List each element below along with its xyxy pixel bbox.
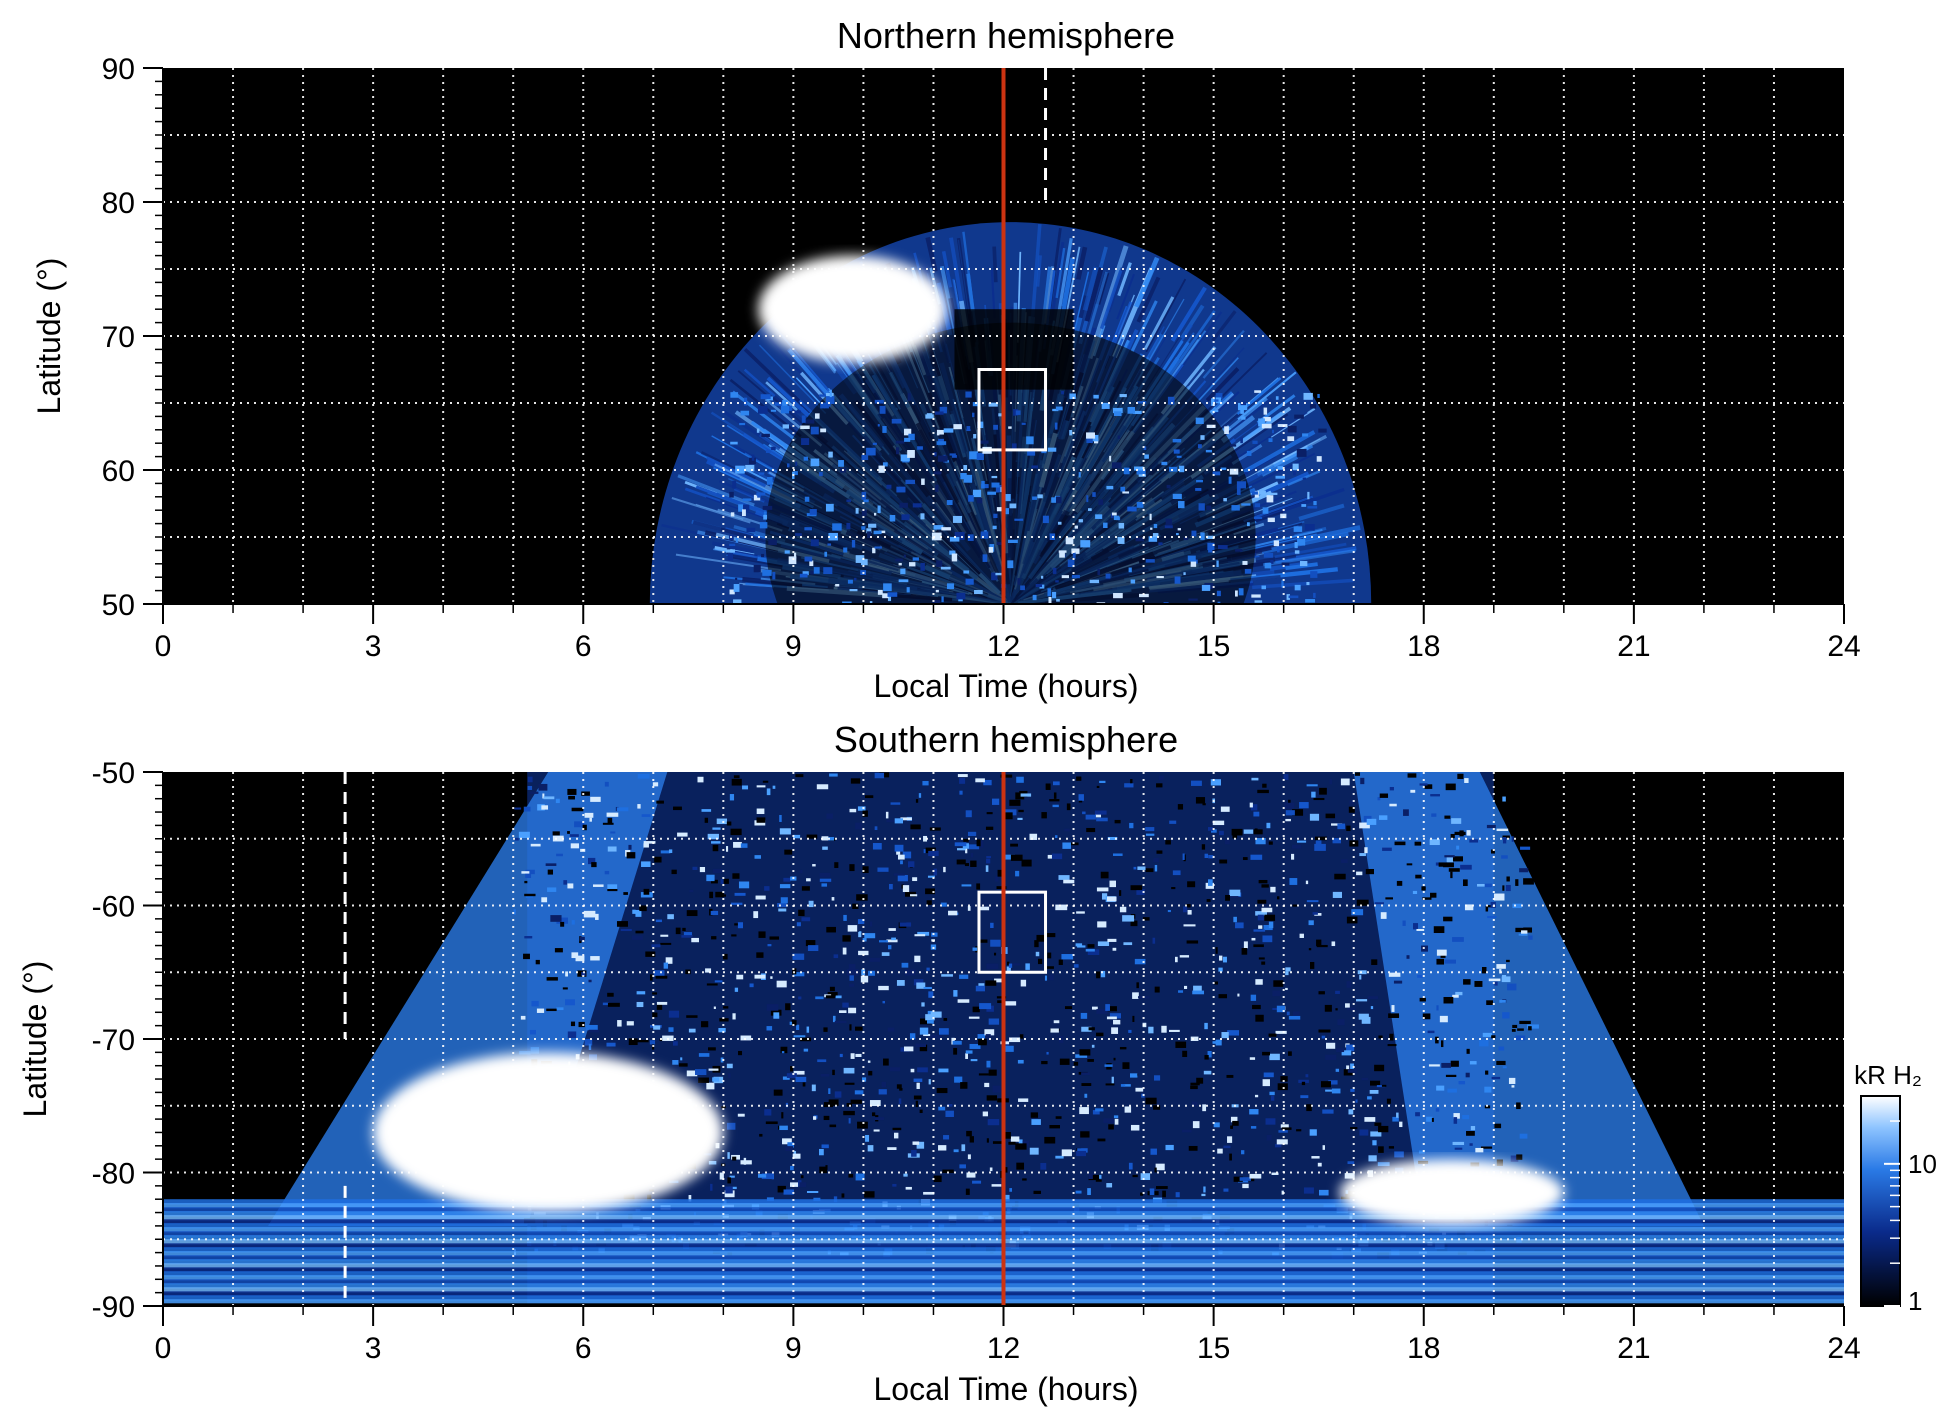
north-x-tick-label: 15 <box>1197 630 1230 663</box>
southern-panel: Southern hemisphere -50 -60 -70 -80 -90 0 3 6 9 1… <box>17 719 1861 1407</box>
south-x-tick-label: 0 <box>155 1332 172 1365</box>
south-x-tick-label: 24 <box>1827 1332 1860 1365</box>
south-y-tick-label: -60 <box>92 891 135 924</box>
south-x-tick-label: 9 <box>785 1332 802 1365</box>
north-x-tick-label: 3 <box>365 630 382 663</box>
north-y-tick-label: 50 <box>102 589 135 622</box>
northern-axes: 90 80 70 60 50 0 3 6 9 12 15 18 21 24 <box>102 53 1861 663</box>
north-x-tick-label: 21 <box>1617 630 1650 663</box>
north-dark-core <box>765 322 1256 604</box>
south-x-tick-label: 15 <box>1197 1332 1230 1365</box>
southern-panel-title: Southern hemisphere <box>834 719 1178 760</box>
north-x-tick-label: 6 <box>575 630 592 663</box>
south-right-flank <box>1353 772 1704 1226</box>
south-x-tick-label: 21 <box>1617 1332 1650 1365</box>
colorbar: kR H₂ 10 1 <box>1854 1060 1937 1316</box>
north-y-tick-label: 80 <box>102 187 135 220</box>
north-region-box <box>977 368 1048 452</box>
south-y-tick-label: -50 <box>92 757 135 790</box>
northern-x-axis-label: Local Time (hours) <box>874 668 1139 704</box>
south-y-tick-label: -70 <box>92 1024 135 1057</box>
south-y-tick-label: -80 <box>92 1158 135 1191</box>
colorbar-label: kR H₂ <box>1854 1060 1922 1090</box>
southern-axes: -50 -60 -70 -80 -90 0 3 6 9 12 15 18 21 24 <box>92 757 1861 1365</box>
northern-panel-title: Northern hemisphere <box>837 15 1175 56</box>
colorbar-ticks: 10 1 <box>1884 1120 1937 1316</box>
south-x-tick-label: 6 <box>575 1332 592 1365</box>
south-y-tick-label: -90 <box>92 1291 135 1324</box>
north-y-tick-label: 70 <box>102 321 135 354</box>
north-x-tick-label: 18 <box>1407 630 1440 663</box>
northern-y-axis-label: Latitude (°) <box>31 258 67 415</box>
north-y-tick-label: 60 <box>102 455 135 488</box>
northern-emission-map <box>649 222 1372 604</box>
northern-overlays <box>977 68 1048 604</box>
north-bright-emission <box>758 255 948 363</box>
north-emission-streaks <box>649 222 1372 604</box>
colorbar-tick-label: 10 <box>1908 1149 1937 1179</box>
north-x-tick-label: 9 <box>785 630 802 663</box>
southern-overlays <box>343 772 1048 1306</box>
southern-x-axis-label: Local Time (hours) <box>874 1371 1139 1407</box>
north-dark-patch <box>954 309 1074 390</box>
south-bright-emission-2 <box>1339 1159 1564 1226</box>
colorbar-gradient <box>1860 1095 1901 1307</box>
south-region-box <box>977 890 1048 974</box>
colorbar-tick-label: 1 <box>1908 1286 1922 1316</box>
north-x-tick-label: 0 <box>155 630 172 663</box>
north-x-tick-label: 12 <box>987 630 1020 663</box>
south-x-tick-label: 12 <box>987 1332 1020 1365</box>
south-x-tick-label: 3 <box>365 1332 382 1365</box>
north-x-tick-label: 24 <box>1827 630 1860 663</box>
south-bright-emission-1 <box>373 1052 724 1213</box>
north-y-tick-label: 90 <box>102 53 135 86</box>
northern-panel: Northern hemisphere 90 80 70 60 50 0 3 6 9 12 15 18… <box>31 15 1861 704</box>
south-x-tick-label: 18 <box>1407 1332 1440 1365</box>
southern-y-axis-label: Latitude (°) <box>17 961 53 1118</box>
